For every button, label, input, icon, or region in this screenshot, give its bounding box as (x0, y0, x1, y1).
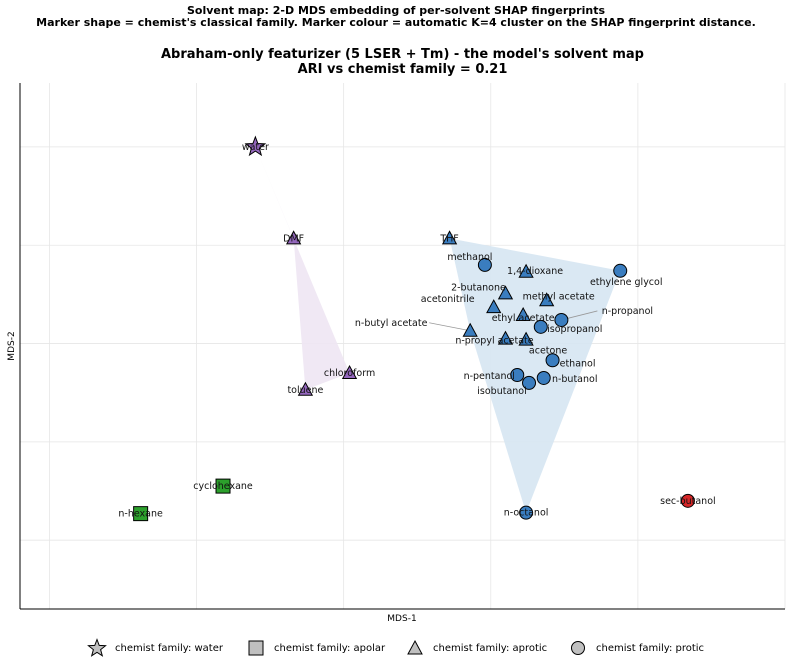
point-isobutanol (522, 375, 537, 390)
point-label-ethylene-glycol: ethylene glycol (590, 277, 663, 288)
point-label-acetone: acetone (529, 346, 567, 357)
circle-icon (571, 641, 585, 655)
point-n-hexane (133, 506, 149, 522)
point-label-n-hexane: n-hexane (118, 509, 163, 520)
point-acetone (518, 331, 534, 346)
point-acetonitrile (486, 299, 502, 314)
point-label-cyclohexane: cyclohexane (193, 481, 253, 492)
point-label-n-pentanol: n-pentanol (464, 371, 515, 382)
point-thf (441, 230, 458, 245)
point-label-n-octanol: n-octanol (504, 508, 549, 519)
point-label-isopropanol: isopropanol (547, 324, 602, 335)
point-label-methanol: methanol (447, 252, 492, 263)
point-label-acetonitrile: acetonitrile (421, 294, 475, 305)
point-label-methyl-acetate: methyl acetate (523, 291, 595, 302)
point-label-chloroform: chloroform (324, 368, 375, 379)
point-n-pentanol (510, 368, 525, 383)
legend-label: chemist family: apolar (274, 642, 386, 654)
point-sec-butanol (680, 493, 695, 508)
point-isopropanol (533, 319, 548, 334)
point-toluene (297, 381, 314, 396)
point-methanol (477, 257, 492, 272)
point-label-n-propanol: n-propanol (602, 306, 653, 317)
point-n-propyl-acetate (497, 330, 514, 345)
point-label-water: water (242, 142, 269, 153)
legend-item-apolar: chemist family: apolar (246, 637, 385, 659)
point-dmf (285, 230, 302, 245)
point-label-n-propyl-acetate: n-propyl acetate (455, 336, 533, 347)
triangle-icon (407, 639, 423, 655)
square-icon (248, 640, 264, 656)
data-points (133, 135, 695, 522)
point-label-toluene: toluene (287, 385, 323, 396)
point-water (244, 135, 267, 157)
leader-line (429, 322, 471, 332)
legend-item-aprotic: chemist family: aprotic (405, 637, 547, 659)
point-n-octanol (519, 505, 534, 520)
point-ethanol (545, 353, 560, 368)
point-ethyl-acetate (515, 306, 531, 322)
point-label-n-butanol: n-butanol (552, 374, 598, 385)
point-n-butanol (536, 370, 551, 385)
point-1-4-dioxane (518, 263, 534, 278)
y-axis-label: MDS-2 (7, 331, 17, 360)
point-label-n-butyl-acetate: n-butyl acetate (355, 318, 428, 329)
grid-lines (20, 83, 786, 609)
point-chloroform (341, 364, 358, 380)
point-cyclohexane (215, 478, 231, 494)
legend-label: chemist family: water (115, 642, 223, 654)
point-label-2-butanone: 2-butanone (451, 282, 506, 293)
point-n-butyl-acetate (462, 322, 478, 337)
point-label-ethyl-acetate: ethyl acetate (492, 313, 555, 324)
figure-suptitle-line1: Solvent map: 2-D MDS embedding of per-so… (186, 4, 605, 17)
legend-label: chemist family: protic (596, 642, 705, 654)
point-2-butanone (497, 285, 514, 300)
point-label-ethanol: ethanol (560, 358, 596, 369)
point-n-propanol (554, 312, 569, 327)
figure-suptitle-line2: Marker shape = chemist's classical famil… (36, 16, 756, 29)
star-icon (87, 638, 107, 657)
axes-frame (19, 83, 785, 610)
point-label-isobutanol: isobutanol (477, 386, 526, 397)
chart-title-line1: Abraham-only featurizer (5 LSER + Tm) - … (160, 47, 644, 62)
cluster-hull-purple (255, 146, 350, 390)
legend-item-water: chemist family: water (87, 637, 223, 659)
point-ethylene-glycol (613, 263, 628, 278)
legend-item-protic: chemist family: protic (568, 637, 704, 659)
point-label-1-4-dioxane: 1,4-dioxane (507, 266, 563, 277)
point-methyl-acetate (539, 292, 555, 307)
point-label-thf: THF (439, 233, 458, 244)
point-label-dmf: DMF (283, 233, 304, 244)
chart-title-line2: ARI vs chemist family = 0.21 (297, 62, 508, 77)
x-axis-label: MDS-1 (387, 614, 416, 624)
point-label-sec-butanol: sec-butanol (660, 496, 716, 507)
chart-legend: chemist family: water chemist family: ap… (0, 637, 792, 659)
legend-label: chemist family: aprotic (433, 642, 548, 654)
